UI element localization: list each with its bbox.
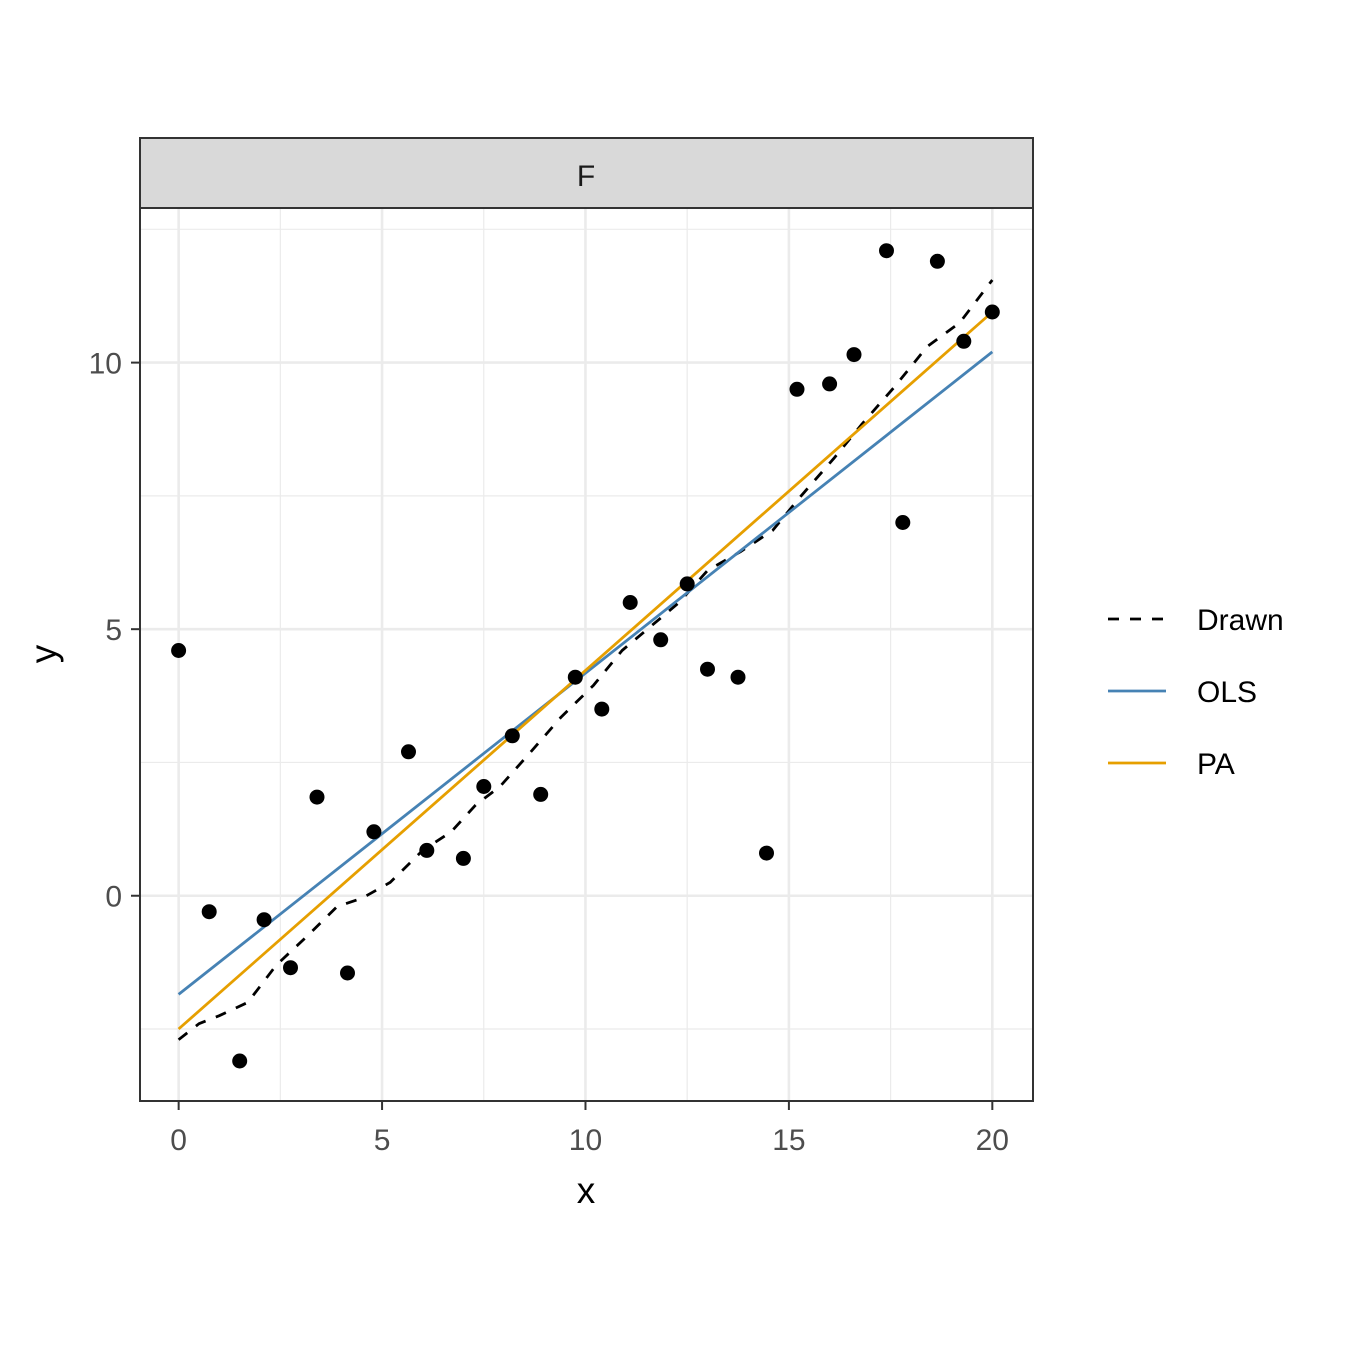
facet-strip [139,137,1034,209]
major-gridlines [140,208,1033,1101]
data-point [822,376,838,392]
data-point [956,333,972,349]
legend-label-drawn: Drawn [1197,604,1284,637]
data-points [171,243,1000,1069]
data-point [567,669,583,685]
data-point [984,304,1000,320]
data-point [476,779,492,794]
series-line-pa [177,310,994,1031]
series-lines [177,279,994,1041]
data-point [232,1053,248,1069]
data-point [504,728,520,744]
data-point [594,701,610,717]
data-point [895,515,911,530]
data-point [171,643,187,658]
legend-label-ols: OLS [1197,676,1257,709]
data-point [759,845,774,861]
facet-label: F [577,160,595,193]
data-point [879,243,894,259]
data-point [533,786,549,802]
data-point [679,576,695,592]
data-point [366,824,382,840]
x-tick-label: 15 [772,1124,805,1157]
y-axis-ticks: 0 5 10 [89,348,140,914]
x-tick-label: 5 [374,1124,391,1157]
data-point [653,632,669,648]
data-point [455,850,471,866]
y-tick-label: 10 [89,348,122,381]
panel-border [139,207,1034,1102]
data-point [401,744,416,760]
y-axis-title: y [23,644,64,663]
legend: Drawn OLS PA [1108,604,1284,781]
data-point [419,842,435,858]
data-point [309,789,325,805]
data-point [730,669,746,685]
minor-gridlines [140,208,1033,1101]
data-point [700,661,715,677]
series-line-drawn [177,279,994,1041]
x-axis-title: x [577,1170,596,1211]
y-tick-label: 0 [105,881,122,914]
data-point [340,965,355,981]
data-point [622,595,638,610]
data-point [929,253,945,269]
data-point [789,381,805,397]
legend-label-pa: PA [1197,748,1235,781]
data-point [846,347,862,363]
data-point [256,912,272,928]
y-tick-label: 5 [105,614,122,647]
series-line-ols [177,350,994,996]
x-tick-label: 10 [569,1124,602,1157]
x-tick-label: 20 [976,1124,1009,1157]
data-point [283,960,298,976]
data-point [201,904,217,920]
x-tick-label: 0 [170,1124,187,1157]
x-axis-ticks: 0 5 10 15 20 [170,1101,1009,1157]
